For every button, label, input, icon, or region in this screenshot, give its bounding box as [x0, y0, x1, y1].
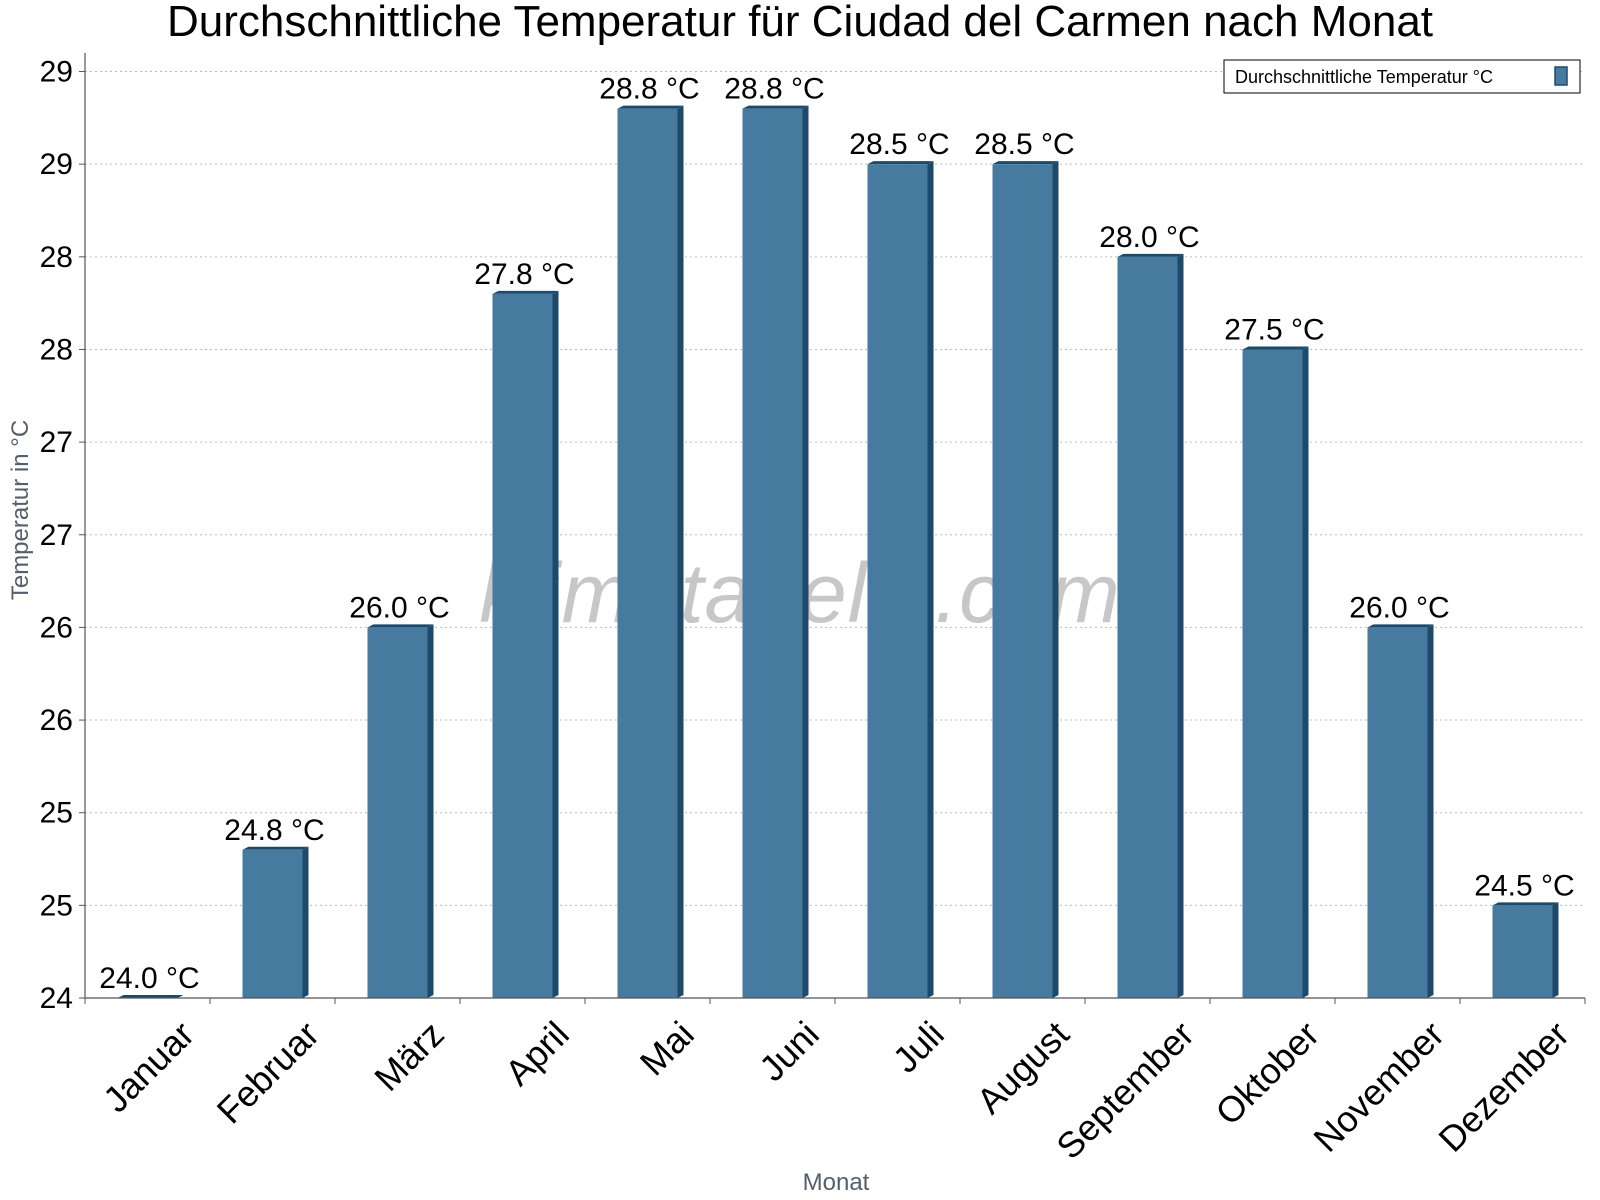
data-labels: 24.0 °C 24.8 °C 26.0 °C 27.8 °C 28.8 °C 28.8 … [99, 73, 1574, 995]
x-tick-label: November [1305, 1013, 1451, 1159]
y-tick-label: 25 [40, 797, 73, 830]
y-tick-label: 27 [40, 519, 73, 552]
bar-side [927, 161, 934, 999]
bar-top [367, 624, 434, 628]
bar-value-label: 26.0 °C [1349, 591, 1449, 624]
y-tick-label: 24 [40, 982, 73, 1015]
bar-side [1552, 902, 1559, 998]
bar-value-label: 24.0 °C [99, 962, 199, 995]
bar-front [867, 164, 928, 999]
bar-front [492, 293, 553, 999]
bar-value-label: 27.8 °C [474, 258, 574, 291]
bar-top [1367, 624, 1434, 628]
bar-top [242, 846, 309, 850]
bar-top [492, 290, 559, 294]
legend-entry-label: Durchschnittliche Temperatur °C [1235, 67, 1493, 87]
bar [617, 105, 684, 998]
bar-side [1302, 346, 1309, 998]
bar [492, 290, 559, 999]
bar-side [802, 105, 809, 998]
bar-front [992, 164, 1053, 999]
y-tick-label: 29 [40, 148, 73, 181]
bar-side [1177, 253, 1184, 998]
bars [117, 105, 1559, 999]
bar-front [367, 627, 428, 998]
bar-side [302, 846, 309, 998]
y-tick-label: 28 [40, 333, 73, 366]
bar-value-label: 28.0 °C [1099, 221, 1199, 254]
bar-front [242, 849, 303, 998]
bar-front [617, 108, 678, 998]
legend-box [1223, 59, 1581, 94]
bar-top [867, 161, 934, 165]
bar-value-label: 28.5 °C [974, 128, 1074, 161]
x-tick-label: August [969, 1013, 1077, 1121]
bar-value-label: 27.5 °C [1224, 313, 1324, 346]
y-tick-label: 28 [40, 241, 73, 274]
bar-side [552, 290, 559, 999]
bar [1117, 253, 1184, 999]
bar-front [1117, 256, 1178, 999]
x-tick-label: Dezember [1430, 1013, 1576, 1159]
x-tick-label: Januar [95, 1013, 202, 1120]
x-axis-label: Monat [803, 1169, 870, 1196]
grid-lines [85, 71, 1585, 906]
x-tick-label: September [1048, 1013, 1202, 1167]
x-axis-ticks: Januar Februar März April Mai Juni Juli AugustS… [84, 998, 1586, 1167]
chart-title: Durchschnittliche Temperatur für Ciudad … [167, 0, 1433, 46]
y-axis-label: Temperatur in °C [7, 420, 34, 600]
bar-top [742, 105, 809, 109]
x-tick-label: Juli [885, 1013, 952, 1080]
bar [992, 161, 1059, 999]
x-tick-label: April [497, 1013, 577, 1093]
axes [84, 53, 1585, 999]
y-tick-label: 27 [40, 426, 73, 459]
bar-top [992, 161, 1059, 165]
y-tick-label: 29 [40, 56, 73, 89]
bar-top [1242, 346, 1309, 350]
bar-value-label: 28.5 °C [849, 128, 949, 161]
x-tick-label: Juni [751, 1013, 827, 1089]
bar-side [1052, 161, 1059, 999]
bar-top [1117, 253, 1184, 257]
bar-value-label: 24.5 °C [1474, 869, 1574, 902]
x-tick-label: Februar [209, 1013, 327, 1131]
bar [1492, 902, 1559, 998]
bar-value-label: 24.8 °C [224, 814, 324, 847]
bar-front [1492, 905, 1553, 998]
legend: Durchschnittliche Temperatur °C [1223, 59, 1581, 94]
bar-front [1367, 627, 1428, 998]
bar [242, 846, 309, 998]
bar-front [1242, 349, 1303, 998]
bar-top [117, 995, 184, 998]
bar [1242, 346, 1309, 998]
bar-side [1427, 624, 1434, 998]
legend-swatch [1554, 66, 1568, 86]
x-tick-label: Mai [632, 1013, 702, 1083]
bar [367, 624, 434, 998]
bar [117, 995, 184, 998]
y-axis-ticks: 242525262627272828292929 [40, 56, 85, 1015]
bar [1367, 624, 1434, 998]
bar [742, 105, 809, 998]
bar-top [1492, 902, 1559, 906]
bar-side [677, 105, 684, 998]
bar-front [742, 108, 803, 998]
bar [867, 161, 934, 999]
y-tick-label: 26 [40, 704, 73, 737]
bar-value-label: 26.0 °C [349, 591, 449, 624]
y-tick-label: 25 [40, 889, 73, 922]
x-tick-label: Oktober [1207, 1013, 1327, 1133]
bar-value-label: 28.8 °C [599, 73, 699, 106]
x-tick-label: März [366, 1013, 452, 1099]
bar-top [617, 105, 684, 109]
bar-value-label: 28.8 °C [724, 73, 824, 106]
y-tick-label: 26 [40, 611, 73, 644]
bar-side [427, 624, 434, 998]
